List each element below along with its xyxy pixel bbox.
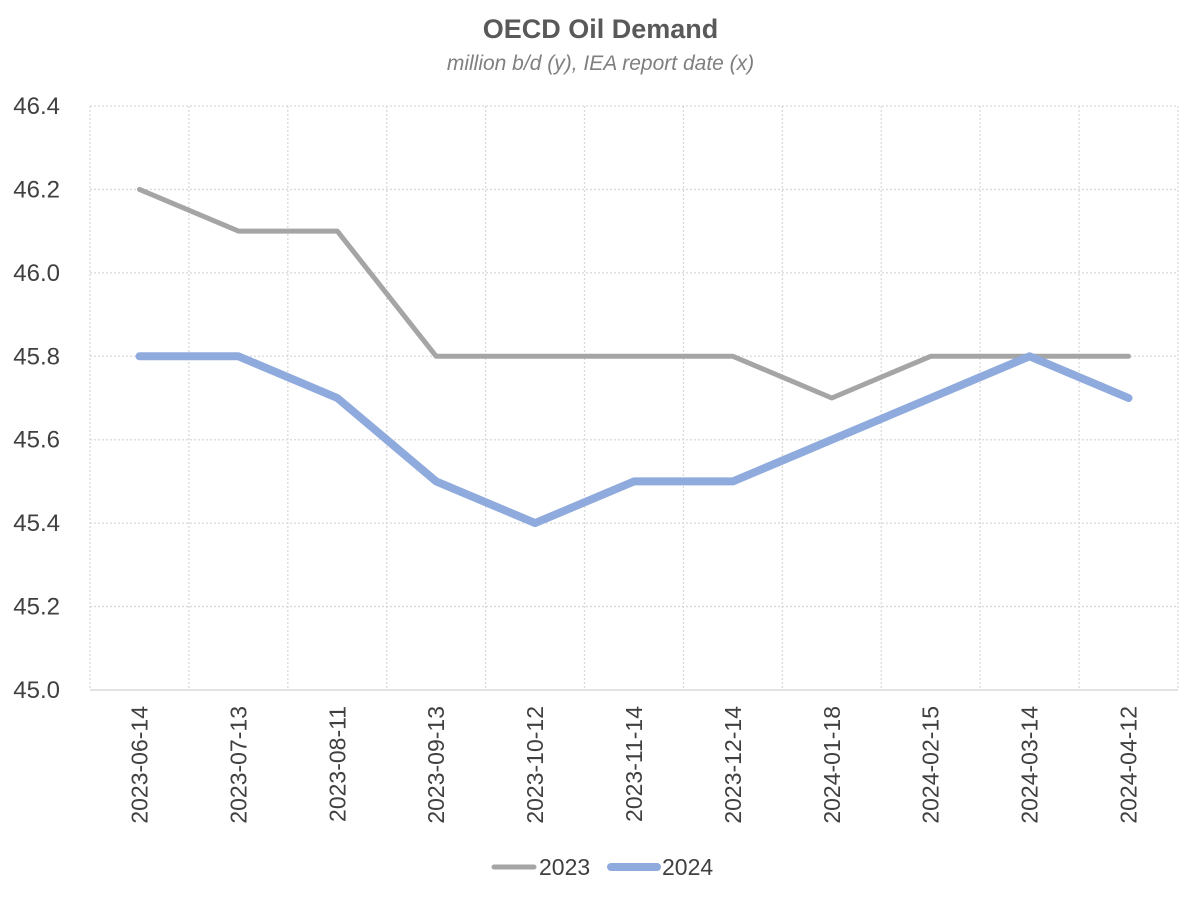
x-tick-label: 2024-02-15 xyxy=(918,706,944,824)
x-tick-label: 2023-10-12 xyxy=(522,706,548,824)
chart-title: OECD Oil Demand xyxy=(482,14,719,44)
x-axis-ticks: 2023-06-14 2023-07-13 2023-08-11 2023-09-13… xyxy=(126,706,1141,824)
series-line-2023 xyxy=(137,186,1131,401)
y-tick-label: 45.2 xyxy=(13,594,60,621)
legend: 2023 2024 xyxy=(491,854,713,880)
x-tick-label: 2023-12-14 xyxy=(720,706,746,824)
series-line-2024 xyxy=(135,352,1133,528)
y-tick-label: 45.4 xyxy=(13,510,60,537)
legend-label-2024: 2024 xyxy=(662,854,713,880)
legend-label-2023: 2023 xyxy=(539,854,590,880)
y-tick-label: 45.0 xyxy=(13,677,60,704)
y-tick-label: 46.0 xyxy=(13,260,60,287)
x-tick-label: 2024-04-12 xyxy=(1116,706,1142,824)
x-tick-label: 2023-11-14 xyxy=(621,706,647,822)
y-tick-label: 45.8 xyxy=(13,343,60,370)
x-tick-label: 2024-03-14 xyxy=(1017,706,1043,824)
x-tick-label: 2023-09-13 xyxy=(423,706,449,824)
y-tick-label: 46.2 xyxy=(13,176,60,203)
x-tick-label: 2023-07-13 xyxy=(225,706,251,824)
y-tick-label: 45.6 xyxy=(13,427,60,454)
y-axis-ticks: 45.0 45.2 45.4 45.6 45.8 46.0 46.2 46.4 xyxy=(13,93,60,704)
x-tick-label: 2023-06-14 xyxy=(126,706,152,824)
series-lines xyxy=(135,186,1133,528)
chart-subtitle: million b/d (y), IEA report date (x) xyxy=(446,52,755,75)
x-tick-label: 2023-08-11 xyxy=(324,706,350,822)
gridlines xyxy=(89,105,1179,690)
x-tick-label: 2024-01-18 xyxy=(819,706,845,824)
y-tick-label: 46.4 xyxy=(13,93,60,120)
